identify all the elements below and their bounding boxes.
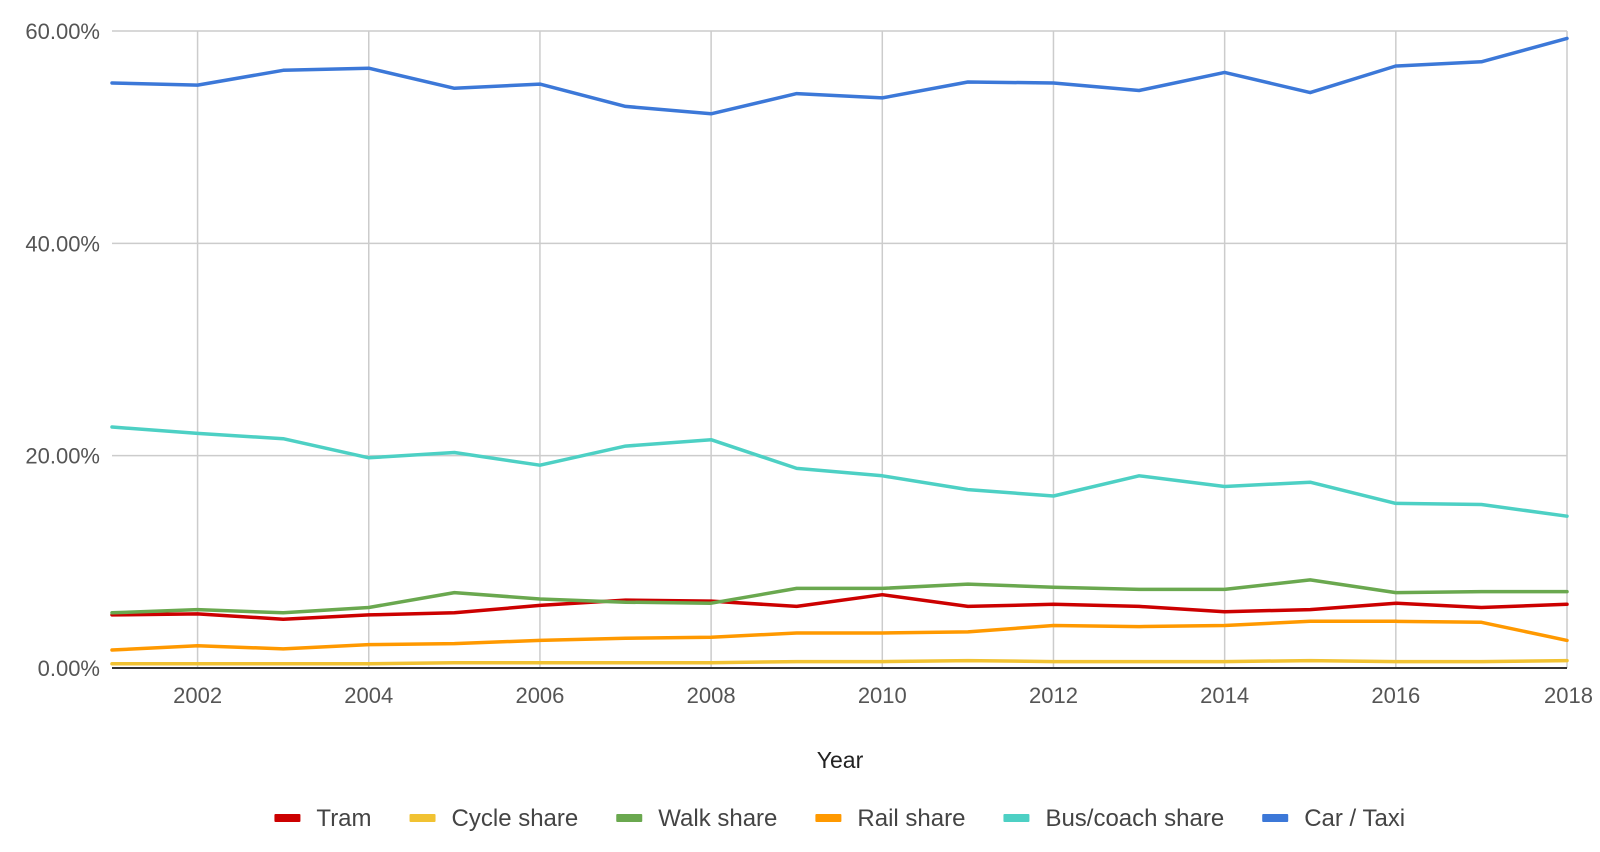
x-axis: 2002 2004 2006 2008 2010 2012 2014 2016 2018: [112, 667, 1593, 708]
legend-swatch: [1262, 814, 1289, 822]
y-axis: 0.00% 20.00% 40.00% 60.00%: [25, 19, 100, 681]
legend-item-cycle-share: Cycle share: [409, 805, 579, 832]
x-axis-title: Year: [817, 747, 864, 773]
legend-item-tram: Tram: [274, 805, 372, 832]
series-line-rail-share: [110, 619, 1569, 652]
legend-item-car-taxi: Car / Taxi: [1262, 805, 1405, 832]
y-tick-label: 20.00%: [25, 444, 100, 469]
x-tick-label: 2018: [1544, 683, 1593, 708]
legend-swatch: [274, 814, 301, 822]
legend-swatch: [815, 814, 842, 822]
legend-label: Cycle share: [452, 805, 579, 832]
x-tick-label: 2014: [1200, 683, 1249, 708]
legend-label: Tram: [316, 805, 371, 832]
legend-label: Rail share: [857, 805, 965, 832]
x-tick-label: 2004: [344, 683, 393, 708]
legend-item-bus-coach-share: Bus/coach share: [1003, 805, 1224, 832]
legend-swatch: [1003, 814, 1030, 822]
legend-item-walk-share: Walk share: [616, 805, 777, 832]
legend-swatch: [409, 814, 436, 822]
x-tick-label: 2002: [173, 683, 222, 708]
series-line-tram: [110, 592, 1569, 621]
legend-label: Bus/coach share: [1045, 805, 1224, 832]
x-tick-label: 2006: [515, 683, 564, 708]
y-tick-label: 0.00%: [38, 656, 100, 681]
y-tick-label: 60.00%: [25, 19, 100, 44]
series-line-bus-coach-share: [110, 425, 1569, 518]
x-tick-label: 2010: [858, 683, 907, 708]
x-tick-label: 2016: [1371, 683, 1420, 708]
series-lines: [110, 36, 1569, 666]
x-tick-label: 2012: [1029, 683, 1078, 708]
legend-label: Car / Taxi: [1304, 805, 1405, 832]
legend-label: Walk share: [658, 805, 777, 832]
series-line-cycle-share: [110, 658, 1569, 666]
grid-lines: [112, 30, 1568, 668]
legend: Tram Cycle share Walk share Rail share Bus/c…: [274, 805, 1405, 832]
series-line-walk-share: [110, 578, 1569, 615]
legend-swatch: [616, 814, 643, 822]
series-line-car-taxi: [110, 36, 1569, 116]
x-tick-label: 2008: [687, 683, 736, 708]
legend-item-rail-share: Rail share: [815, 805, 965, 832]
y-tick-label: 40.00%: [25, 231, 100, 256]
